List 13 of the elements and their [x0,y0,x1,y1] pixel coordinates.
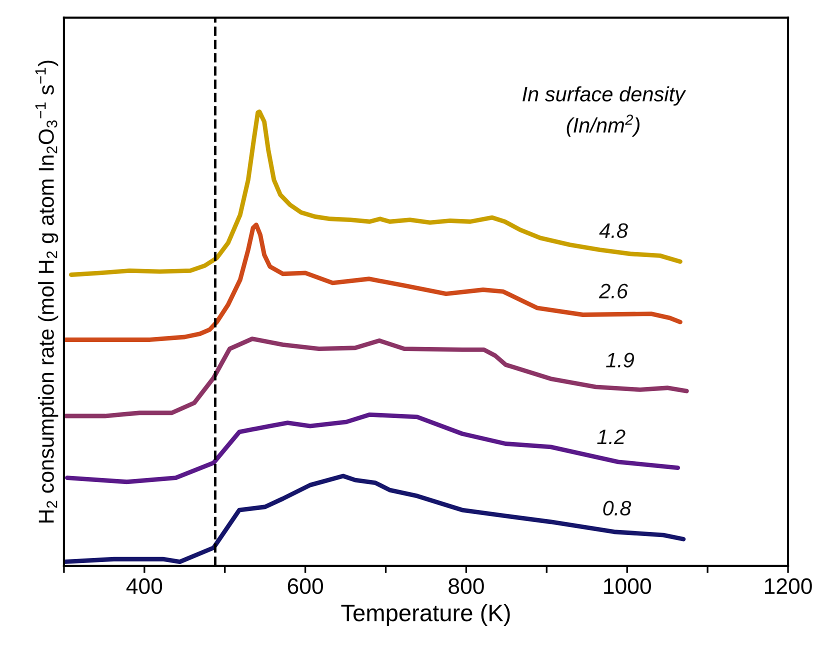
x-tick-label: 400 [126,578,162,594]
series-label: 0.8 [603,500,632,516]
series-label: 2.6 [598,284,628,298]
series-label: 4.8 [599,223,628,238]
x-axis-title: Temperature (K) [341,604,510,626]
legend-title: In surface density (In/nm$^{2}$) [522,86,686,137]
series-label: 1.2 [597,429,626,444]
x-tick-label: 1000 [604,578,651,594]
x-tick-label: 800 [448,578,484,594]
text: H$_{2}$ consumption rate (mol H$_{2}$ g atom In$_{2}$O$_{3}$$^{−1}$ s$^{−1}$) [35,60,58,523]
series-label: 1.9 [606,352,634,368]
x-tick-label: 600 [288,578,323,594]
x-tick-label: 1200 [765,578,812,594]
